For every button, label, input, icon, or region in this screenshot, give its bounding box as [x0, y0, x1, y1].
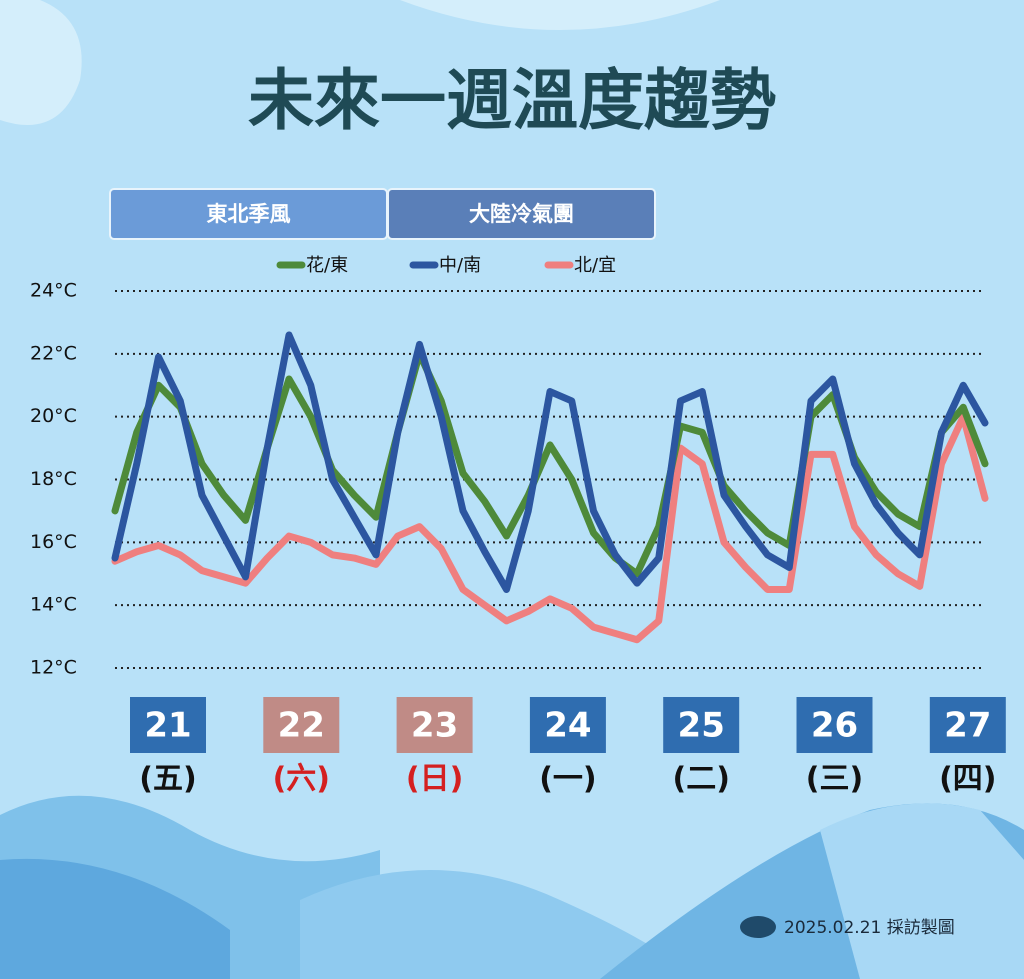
y-tick-label: 22°C: [30, 342, 77, 364]
period-label: 東北季風: [207, 202, 291, 226]
day-box: [396, 697, 473, 753]
day-box: [796, 697, 873, 753]
y-tick-label: 20°C: [30, 405, 77, 427]
day-weekday: (日): [406, 762, 463, 797]
cloud: [0, 0, 82, 125]
y-tick-label: 12°C: [30, 657, 77, 679]
y-tick-label: 14°C: [30, 594, 77, 616]
day-date: 27: [944, 706, 991, 746]
day-date: 21: [144, 706, 191, 746]
day-weekday: (四): [939, 762, 996, 797]
logo: [740, 916, 776, 938]
period-banner: [387, 188, 656, 240]
mountain: [0, 858, 230, 979]
day-box: [929, 697, 1006, 753]
day-box: [529, 697, 606, 753]
mountain: [820, 803, 1024, 979]
y-tick-label: 18°C: [30, 468, 77, 490]
day-weekday: (三): [806, 762, 863, 797]
footer: 2025.02.21 採訪製圖: [740, 916, 955, 938]
day-weekday: (六): [273, 762, 330, 797]
legend-label: 中/南: [439, 255, 481, 276]
day-date: 22: [278, 706, 325, 746]
mountain: [300, 870, 700, 979]
day-box: [663, 697, 740, 753]
day-date: 23: [411, 706, 458, 746]
y-tick-label: 16°C: [30, 531, 77, 553]
day-weekday: (五): [139, 762, 196, 797]
day-box: [130, 697, 206, 753]
legend-label: 花/東: [306, 255, 348, 276]
period-label: 大陸冷氣團: [469, 202, 574, 226]
series-line: [111, 413, 989, 644]
source-note: 2025.02.21 採訪製圖: [784, 918, 955, 938]
day-box: [263, 697, 340, 753]
day-weekday: (二): [672, 762, 729, 797]
series-line: [111, 331, 989, 593]
day-date: 25: [678, 706, 725, 746]
y-tick-label: 24°C: [30, 280, 77, 302]
legend-label: 北/宜: [574, 255, 616, 276]
day-date: 24: [544, 706, 591, 746]
cloud: [400, 0, 720, 30]
day-weekday: (一): [539, 762, 596, 797]
chart-title: 未來一週溫度趨勢: [248, 62, 776, 139]
day-date: 26: [811, 706, 858, 746]
